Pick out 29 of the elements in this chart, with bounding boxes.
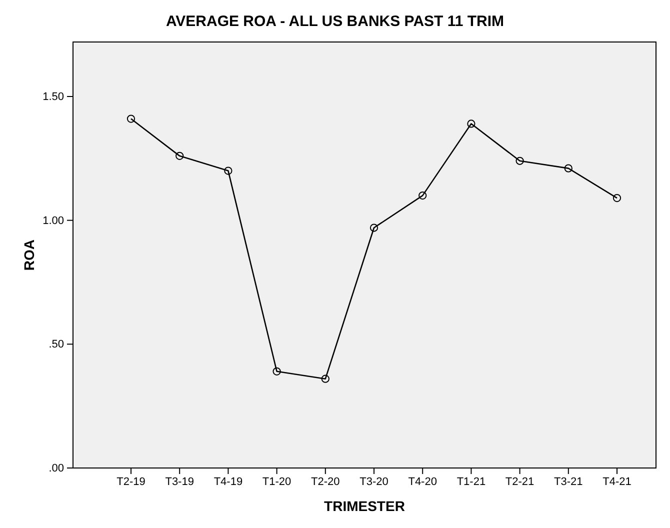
x-tick-label: T2-21 (505, 476, 534, 488)
point (176, 152, 184, 160)
y-tick-label: .00 (48, 462, 64, 475)
x-tick-label: T4-19 (214, 476, 243, 488)
point (564, 164, 572, 172)
point (612, 194, 622, 202)
point (126, 114, 136, 123)
x-tick-label: T2-19 (116, 476, 146, 488)
point (224, 166, 232, 175)
point (370, 224, 378, 232)
y-axis-title: ROA (21, 239, 37, 271)
point (467, 120, 476, 128)
point (418, 191, 427, 200)
x-tick-label: T3-21 (554, 476, 583, 488)
chart-title: AVERAGE ROA - ALL US BANKS PAST 11 TRIM (166, 13, 504, 30)
point (272, 367, 281, 376)
point (321, 374, 330, 383)
x-tick-label: T4-21 (602, 476, 632, 488)
y-tick-label: .50 (48, 338, 64, 351)
x-tick-label: T3-20 (360, 476, 388, 488)
x-tick-label: T1-20 (262, 476, 292, 488)
y-tick-label: 1.00 (42, 214, 64, 227)
x-axis-title: TRIMESTER (324, 498, 405, 514)
y-tick-label: 1.50 (42, 91, 64, 104)
x-tick-label: T4-20 (408, 476, 437, 488)
x-tick-label: T3-19 (165, 476, 194, 488)
x-tick-label: T1-21 (456, 476, 486, 488)
x-tick-label: T2-20 (311, 476, 340, 488)
point (516, 156, 524, 165)
